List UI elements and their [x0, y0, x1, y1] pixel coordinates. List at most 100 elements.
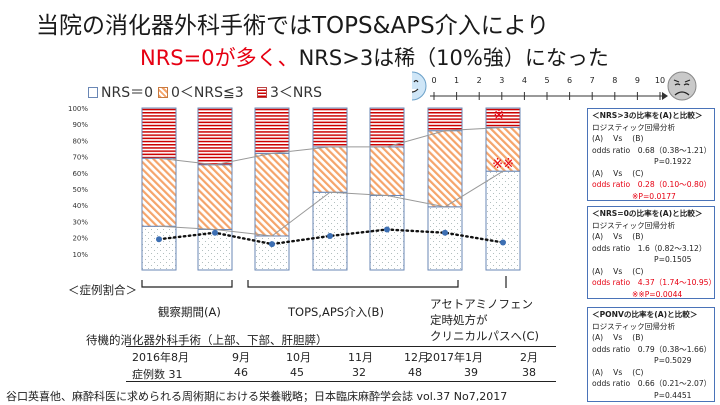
stats-box-nrs0: ＜NRS=0の比率を(A)と比較＞ ロジスティック回帰分析 (A) Vs (B)…: [587, 206, 716, 299]
distressed-face-icon: [667, 71, 697, 101]
count-cell: 39: [464, 366, 478, 379]
bar-segment-nrs0: [485, 170, 521, 271]
count-cell: 46: [234, 366, 248, 379]
surgery-caption: 待機的消化器外科手術（上部、下部、肝胆膵）: [86, 333, 328, 347]
stats-ac-header: (A) Vs (C): [592, 266, 644, 276]
period-a-label: 観察期間(A): [158, 305, 221, 319]
period-a-bracket: [141, 280, 233, 288]
legend-swatch-nrs3: [257, 87, 267, 98]
bar-segment-nrs3: [254, 107, 290, 154]
month-cell: 2月: [520, 351, 538, 364]
stats-ac-p: P=0.4451: [654, 390, 692, 400]
period-c-label: アセトアミノフェン 定時処方が クリニカルパスへ(C): [430, 296, 539, 344]
scale-tick-label: 9: [635, 76, 640, 85]
slide-title: 当院の消化器外科手術ではTOPS&APS介入により: [36, 13, 550, 39]
period-c-line-1: アセトアミノフェン: [430, 297, 534, 311]
bar-segment-nrs0: [312, 191, 348, 271]
bar-segment-nrs-0-3: [197, 164, 233, 230]
bar-segment-nrs0: [141, 225, 177, 271]
annotation-nrs0: ※※: [492, 157, 514, 172]
scale-tick-label: 0: [431, 76, 436, 85]
legend-nrs3: 3＜NRS: [257, 82, 322, 102]
bar-segment-nrs-0-3: [141, 157, 177, 227]
bar-segment-nrs3: [197, 107, 233, 166]
stats-ab-p: P=0.1505: [654, 255, 692, 264]
nrs-scale: 0 1 2 3 4 5 6 7 8 9 10: [412, 71, 697, 101]
y-tick-label: 80%: [72, 137, 88, 145]
stats-method: ロジスティック回帰分析: [592, 122, 676, 132]
stats-ab-odds: odds ratio 0.79（0.38～1.66）: [592, 344, 712, 354]
stats-ab-header: (A) Vs (B): [592, 333, 644, 342]
smiling-face-icon: [412, 71, 427, 101]
stats-ac-odds: odds ratio 0.28（0.10～0.80）: [592, 180, 712, 189]
case-count-table: 2016年8月 9月 10月 11月 12月 2017年1月 2月 症例数 31…: [126, 346, 556, 382]
citation: 谷口英喜他、麻酔科医に求められる周術期における栄養戦略；日本臨床麻酔学会誌 vo…: [6, 390, 508, 403]
month-cell: 11月: [348, 351, 373, 364]
stats-ab-p: P=0.1922: [654, 157, 692, 166]
bar-segment-nrs3: [427, 107, 463, 132]
legend-swatch-nrs0: [88, 87, 98, 98]
stats-ac-header: (A) Vs (C): [592, 168, 644, 178]
scale-tick-label: 6: [567, 76, 572, 85]
period-b-bracket: [247, 280, 459, 288]
month-cell: 12月: [404, 351, 429, 364]
count-cell: 32: [352, 366, 366, 379]
count-cell: 31: [168, 368, 183, 381]
scale-tick-label: 4: [522, 76, 527, 85]
scale-tick-label: 7: [590, 76, 595, 85]
bar-segment-nrs0: [427, 206, 463, 271]
bar-segment-nrs-0-3: [312, 146, 348, 193]
bar-segment-nrs-0-3: [427, 130, 463, 208]
stats-ac-p: ※P=0.0177: [632, 191, 676, 201]
bar-segment-nrs-0-3: [254, 152, 290, 237]
trend-marker: [269, 241, 275, 248]
y-tick-label: 30%: [72, 218, 88, 226]
month-cell: 2017年1月: [426, 351, 483, 364]
bar-segment-nrs3: [369, 107, 405, 148]
stats-ab-p: P=0.5029: [654, 356, 692, 365]
scale-tick-label: 3: [499, 76, 504, 85]
scale-tick-label: 2: [477, 76, 482, 85]
trend-marker: [212, 229, 218, 236]
bar-segment-nrs-0-3: [485, 126, 521, 172]
trend-marker: [384, 226, 390, 233]
stats-ac-odds: odds ratio 0.66（0.21～2.07）: [592, 379, 712, 388]
count-cell: 38: [522, 366, 536, 379]
stats-title: ＜NRS=0の比率を(A)と比較＞: [592, 209, 703, 218]
scale-tick-label: 10: [655, 76, 665, 85]
count-cell: 48: [408, 366, 422, 379]
y-tick-label: 10%: [72, 251, 88, 259]
y-tick-label: 20%: [72, 235, 88, 243]
stats-ab-odds: odds ratio 0.68（0.38～1.21）: [592, 145, 712, 155]
y-axis-caption: ＜症例割合＞: [68, 283, 137, 297]
legend-label-nrs3: 3＜NRS: [270, 85, 322, 101]
count-cell: 45: [290, 366, 304, 379]
month-cell: 9月: [232, 351, 250, 364]
trend-marker: [500, 239, 506, 246]
stats-box-nrs3: ＜NRS>3の比率を(A)と比較＞ ロジスティック回帰分析 (A) Vs (B)…: [587, 108, 715, 201]
period-b-label: TOPS,APS介入(B): [288, 305, 384, 319]
scale-tick-label: 1: [454, 76, 459, 85]
stats-ab-odds: odds ratio 1.6（0.82～3.12）: [592, 243, 707, 253]
legend-swatch-nrs-0-3: [158, 87, 168, 98]
segment-connector-line: [158, 170, 504, 237]
scale-arrow: [662, 92, 668, 100]
legend-label-nrs0: NRS＝0: [101, 85, 153, 101]
stats-ac-p: ※※P=0.0044: [632, 289, 683, 299]
trend-marker: [442, 229, 448, 236]
trend-marker: [327, 232, 333, 239]
subtitle-highlight: NRS=0が多く、: [140, 46, 299, 70]
count-label: 症例数 31: [132, 368, 183, 381]
stats-method: ロジスティック回帰分析: [592, 220, 676, 230]
segment-connector-line: [158, 126, 504, 166]
stats-box-ponv: ＜PONVの比率を(A)と比較＞ ロジスティック回帰分析 (A) Vs (B) …: [587, 307, 715, 402]
bar-segment-nrs0: [197, 229, 233, 271]
bar-segment-nrs3: [141, 107, 177, 159]
y-tick-label: 100%: [68, 105, 88, 113]
scale-tick-label: 5: [544, 76, 549, 85]
slide-subtitle: NRS=0が多く、NRS>3は稀（10%強）になった: [140, 42, 609, 72]
stats-title: ＜PONVの比率を(A)と比較＞: [592, 310, 698, 319]
stats-ac-header: (A) Vs (C): [592, 367, 644, 377]
bar-segment-nrs3: [312, 107, 348, 148]
